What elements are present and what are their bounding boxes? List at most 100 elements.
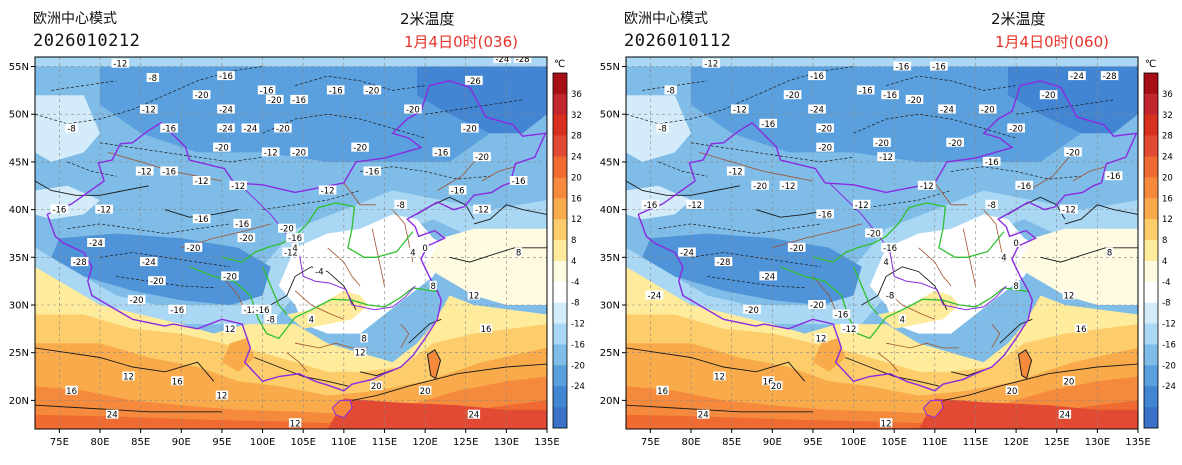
contour-label: 12 <box>290 419 301 429</box>
contour-label: 12 <box>355 349 366 359</box>
river <box>189 266 438 340</box>
contour-label-bg <box>264 314 277 324</box>
contour-label-bg <box>237 233 256 243</box>
hainan-outline <box>331 399 353 419</box>
contour-label-bg <box>1062 290 1076 300</box>
legend-label: 36 <box>1162 90 1173 100</box>
isotherm-positive <box>999 318 1033 344</box>
lat-tick-label: 40N <box>600 205 620 216</box>
isotherm-positive <box>950 369 984 377</box>
contour-label-bg <box>418 385 432 395</box>
contour-label-bg <box>360 333 368 343</box>
lat-tick-label: 45N <box>600 157 620 168</box>
legend-label: 16 <box>1162 194 1173 204</box>
contour-label-bg <box>816 142 834 152</box>
contour-label: 12 <box>1063 292 1074 302</box>
contour-label: 12 <box>216 392 227 402</box>
isotherm-negative <box>690 252 822 268</box>
temperature-map-right: -12-8-16-20-24-20-16 -16 -20-16-16-24 -20-1… <box>600 56 1176 448</box>
contour-label-bg <box>1062 376 1076 386</box>
contour-label-bg <box>1058 409 1072 419</box>
legend-label: -20 <box>1162 361 1176 371</box>
contour-label: 12 <box>123 373 134 383</box>
contour-label: -12 <box>113 60 127 70</box>
legend-swatch <box>1144 73 1158 95</box>
contour-label-bg <box>229 180 247 190</box>
contour-label: -20 <box>1042 91 1056 101</box>
legend-swatch <box>553 240 567 262</box>
province-border <box>812 276 838 315</box>
contour-label: -12 <box>729 168 743 178</box>
lon-tick-label: 100E <box>250 437 275 448</box>
contour-label-bg <box>832 309 851 319</box>
contour-label: 12 <box>468 292 479 302</box>
contour-label-bg <box>184 242 203 252</box>
isotherm-positive <box>626 180 740 196</box>
legend-label: -20 <box>571 361 585 371</box>
contour-label-bg <box>473 152 491 162</box>
contour-label: -20 <box>365 86 379 96</box>
contour-label-bg <box>1012 238 1020 247</box>
contour-label: -16 <box>643 201 657 211</box>
contour-label: -16 <box>235 220 249 230</box>
legend-frame <box>1143 72 1159 429</box>
contour-label: -20 <box>276 125 290 135</box>
contour-label-bg <box>751 180 769 190</box>
contour-label: 4 <box>309 315 314 325</box>
contour-label-bg <box>881 242 899 252</box>
contour-label-bg <box>106 409 119 419</box>
legend-swatch <box>553 407 567 429</box>
legend-label: -4 <box>1162 278 1170 288</box>
isotherm-negative <box>853 113 1017 139</box>
model-name: 欧洲中心模式 <box>33 11 117 27</box>
contour-label-bg <box>759 271 777 281</box>
lon-tick-label: 135E <box>1125 437 1150 448</box>
contour-label: 8 <box>430 282 435 292</box>
contour-label: -20 <box>745 306 759 316</box>
contour-label-bg <box>221 271 239 281</box>
contour-label-bg <box>840 323 859 333</box>
contour-label: -28 <box>1103 72 1117 82</box>
map-body: -12-8-16-20-24-20-16 -16 -20-16-16-24 -20-1… <box>626 57 1138 429</box>
country-border <box>637 80 1138 392</box>
contour-label: -24 <box>1070 72 1084 82</box>
contour-label-bg <box>1000 252 1008 262</box>
legend-swatch <box>553 219 567 241</box>
legend-colorbar: 36 32 28 24 20 16 12 8 4 -4 -8 -12 -16 -20 -24 <box>1143 72 1176 429</box>
contour-label: -24 <box>243 125 257 135</box>
band-blue-ne <box>417 66 547 134</box>
contour-label-bg <box>946 137 964 147</box>
legend-swatch <box>1144 260 1158 283</box>
isotherm-positive <box>1064 204 1138 225</box>
legend-swatch <box>1144 302 1158 324</box>
contour-label: -20 <box>150 277 164 287</box>
contour-label-bg <box>479 323 493 333</box>
legend-swatch <box>1144 323 1158 345</box>
contour-label-bg <box>467 409 481 419</box>
contour-label: 16 <box>66 387 77 397</box>
contour-label-bg <box>783 90 802 100</box>
province-border <box>286 352 308 373</box>
contour-label-bg <box>241 123 260 133</box>
band-blue-tibet <box>51 233 271 305</box>
contour-label: 24 <box>107 411 118 421</box>
valid-time: 1月4日0时(036) <box>404 33 518 51</box>
contour-label-bg <box>1005 385 1019 395</box>
isotherm-negative <box>951 166 1082 180</box>
contour-label: -8 <box>666 86 674 96</box>
province-border <box>877 352 899 373</box>
lat-tick-label: 40N <box>9 205 29 216</box>
legend-swatch <box>1144 281 1158 303</box>
contour-label-bg <box>881 90 899 100</box>
legend-label: 12 <box>571 215 582 225</box>
contour-label: -8 <box>67 125 75 135</box>
legend-label: 8 <box>571 236 576 246</box>
contour-label: -12 <box>688 201 702 211</box>
lon-tick-label: 120E <box>412 437 437 448</box>
contour-label: -8 <box>886 292 894 302</box>
isotherm-negative <box>690 142 854 163</box>
isotherm-negative <box>262 190 361 210</box>
contour-label-bg <box>160 166 178 176</box>
lon-tick-label: 120E <box>1003 437 1028 448</box>
contour-label: -12 <box>97 206 111 216</box>
